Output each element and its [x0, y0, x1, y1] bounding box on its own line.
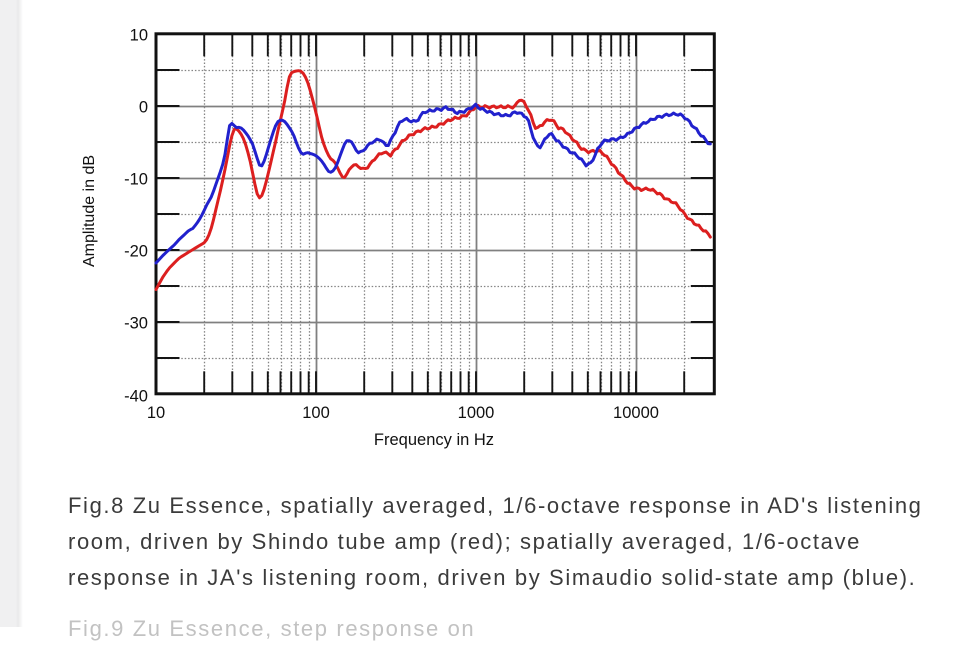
svg-text:100: 100 — [302, 404, 330, 422]
svg-text:10: 10 — [130, 27, 148, 45]
svg-text:Frequency in Hz: Frequency in Hz — [374, 431, 494, 449]
svg-text:-30: -30 — [124, 315, 148, 333]
svg-text:-40: -40 — [124, 387, 148, 405]
svg-text:-10: -10 — [124, 171, 148, 189]
svg-text:-20: -20 — [124, 243, 148, 261]
svg-text:10: 10 — [147, 404, 165, 422]
svg-text:1000: 1000 — [458, 404, 495, 422]
svg-text:10000: 10000 — [613, 404, 659, 422]
svg-text:0: 0 — [139, 99, 148, 117]
svg-text:Amplitude in dB: Amplitude in dB — [81, 155, 98, 267]
